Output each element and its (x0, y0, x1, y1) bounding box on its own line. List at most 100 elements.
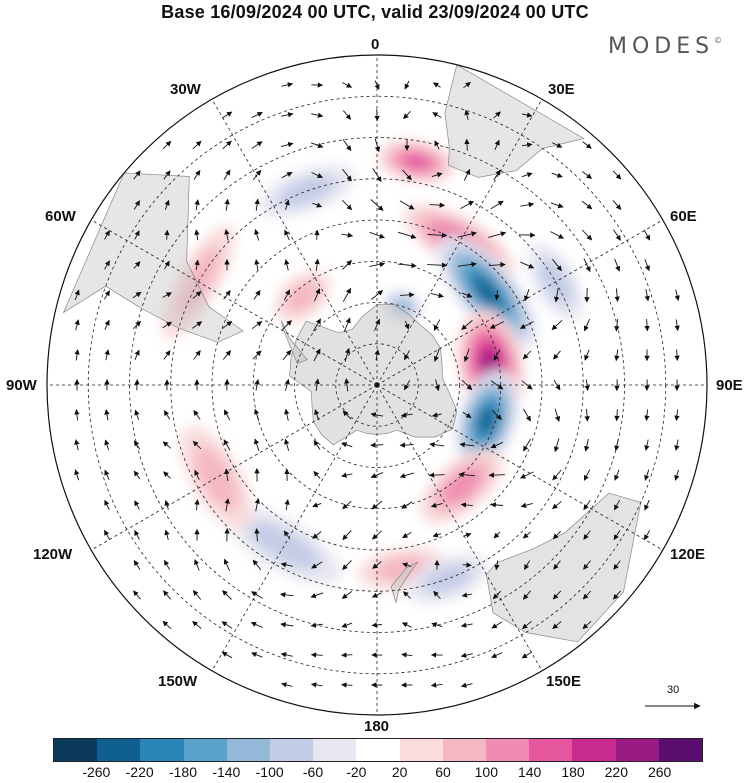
wind-vector (433, 348, 440, 362)
wind-vector (284, 438, 290, 451)
wind-vector (399, 472, 414, 479)
wind-vector (281, 682, 293, 688)
wind-vector (133, 470, 141, 480)
wind-vector (251, 321, 263, 329)
wind-vector (404, 320, 410, 330)
wind-vector (464, 138, 470, 151)
new-zealand-landmass (390, 561, 419, 603)
wind-vector (221, 651, 233, 659)
wind-vector (310, 142, 324, 149)
wind-vector (674, 289, 680, 302)
wind-vector (134, 500, 140, 510)
wind-vector (644, 499, 650, 511)
colorbar-swatch (356, 739, 400, 761)
wind-vector (164, 529, 170, 541)
wind-vector (252, 169, 262, 180)
wind-vector (163, 590, 171, 600)
colorbar-swatch (270, 739, 314, 761)
wind-vector (490, 441, 504, 449)
wind-vector (552, 469, 562, 481)
wind-vector (583, 318, 591, 332)
wind-vector (163, 350, 171, 360)
wind-vector (224, 468, 230, 482)
wind-vector (162, 321, 172, 329)
colorbar-swatch (658, 739, 703, 761)
colorbar-tick-label: -140 (212, 764, 241, 780)
wind-vector (342, 410, 352, 420)
wind-vector (162, 620, 172, 630)
wind-vector (613, 560, 621, 570)
wind-vector (252, 350, 262, 360)
wind-vector (461, 292, 473, 298)
wind-vector (104, 319, 110, 330)
wind-vector (494, 290, 500, 301)
wind-vector (552, 259, 562, 272)
wind-vector (584, 438, 590, 452)
wind-vector (194, 229, 200, 241)
wind-vector (133, 560, 141, 570)
wind-vector (374, 109, 380, 122)
wind-vector (193, 169, 201, 180)
meridian-line (91, 384, 378, 551)
wind-vector (401, 652, 413, 658)
wind-vector (493, 169, 501, 181)
wind-vector (583, 560, 591, 570)
wind-vector (674, 319, 680, 332)
wind-vector (223, 290, 231, 300)
wind-vector (492, 410, 502, 420)
colorbar-swatch (140, 739, 184, 761)
wind-vector (342, 260, 352, 270)
wind-vector (490, 200, 504, 210)
wind-vector (524, 289, 530, 302)
wind-vector (164, 260, 170, 270)
wind-vector (250, 591, 263, 599)
wind-vector (163, 410, 171, 420)
wind-vector (74, 349, 80, 361)
lon-label-90e: 90E (716, 377, 743, 394)
wind-vector (284, 259, 290, 271)
wind-vector (553, 560, 561, 570)
wind-vector (460, 622, 473, 628)
wind-vector (222, 590, 232, 600)
wind-vector (372, 561, 382, 569)
wind-vector (457, 261, 477, 268)
wind-vector (431, 172, 443, 178)
wind-vector (614, 409, 620, 422)
wind-vector (104, 290, 110, 300)
wind-vector (134, 200, 140, 210)
wind-vector (402, 562, 412, 568)
wind-vector (434, 140, 440, 150)
wind-vector (459, 442, 475, 448)
wind-vector (614, 288, 620, 303)
wind-vector (429, 442, 445, 448)
wind-vector (582, 590, 592, 600)
wind-vector (584, 379, 590, 392)
wind-vector (674, 439, 680, 451)
wind-vector (464, 109, 470, 120)
colorbar-swatch (226, 739, 271, 761)
wind-vector (551, 142, 563, 148)
wind-vector (192, 590, 202, 600)
colorbar-tick-label: 180 (561, 764, 585, 780)
wind-vector (133, 261, 141, 269)
wind-vector (430, 292, 444, 299)
wind-vector (224, 198, 230, 211)
wind-vector (310, 622, 323, 628)
wind-vector (614, 469, 620, 481)
wind-vector (134, 349, 140, 360)
brand-mark: © (714, 36, 723, 45)
wind-vector (372, 168, 382, 183)
wind-vector (403, 379, 411, 391)
wind-vector (194, 499, 200, 511)
wind-vector (314, 409, 320, 421)
wind-vector (342, 110, 352, 120)
wind-vector (461, 379, 473, 391)
wind-vector (582, 620, 592, 630)
wind-vector (434, 379, 440, 392)
wind-vector (194, 559, 200, 571)
colorbar-tick-label: -20 (346, 764, 367, 780)
wind-vector (104, 499, 110, 510)
graticule (47, 55, 707, 715)
wind-vector (430, 502, 443, 508)
wind-vector (311, 112, 324, 118)
